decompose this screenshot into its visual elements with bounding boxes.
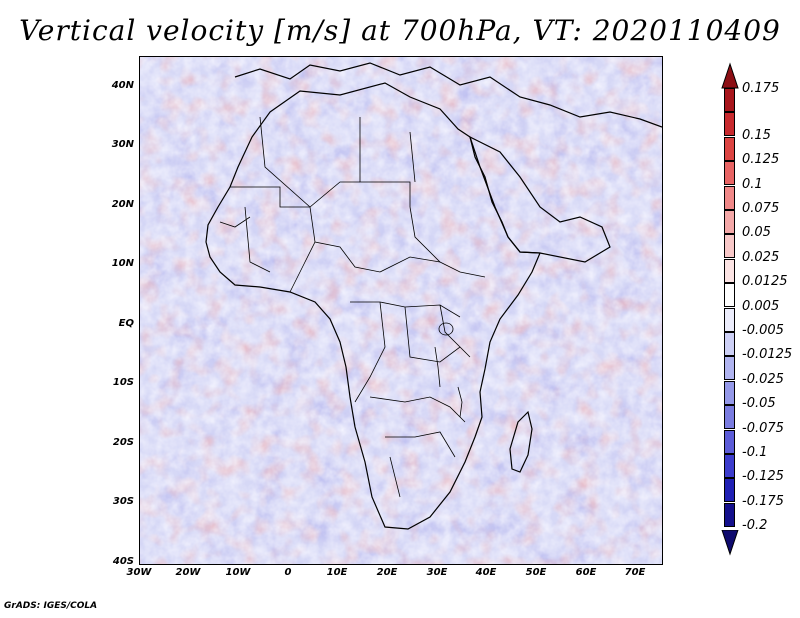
colorbar-label: 0.0125 [742,274,788,290]
colorbar-swatch [724,405,735,430]
colorbar-label: -0.1 [742,445,768,460]
colorbar-swatch [724,185,735,210]
lon-label-50e: 50E [525,567,547,578]
colorbar-swatch [724,429,735,454]
velocity-map [140,57,662,564]
lat-label-40n: 40N [111,80,134,91]
lon-label-10e: 10E [326,567,348,578]
lat-label-10s: 10S [112,377,134,388]
colorbar-swatch [724,478,735,503]
colorbar-swatch [724,258,735,283]
map-panel [139,56,663,565]
colorbar-label: 0.005 [742,298,780,314]
madagascar-outline [509,410,533,473]
colorbar-swatch [724,210,735,234]
africa-coastline [205,82,541,530]
colorbar-swatch [724,136,735,161]
colorbar-swatch [724,356,735,381]
lat-label-30s: 30S [112,496,134,507]
colorbar-top-arrow [721,62,739,89]
colorbar-swatch [724,502,735,527]
lake-tanganyika [434,346,441,388]
colorbar-label: 0.15 [742,127,771,143]
lon-label-10w: 10W [225,567,251,578]
lon-label-60e: 60E [575,567,597,578]
lat-label-20s: 20S [112,437,134,448]
lat-label-eq: EQ [118,318,134,329]
country-borders [219,116,486,498]
chart-title: Vertical velocity [m/s] at 700hPa, VT: 2… [19,14,781,47]
lon-label-20e: 20E [376,567,398,578]
colorbar-label: 0.125 [742,152,780,168]
lat-label-10n: 10N [111,258,134,269]
credit-text: GrADS: IGES/COLA [4,601,98,611]
arabia-outline [468,135,611,263]
lon-label-70e: 70E [624,567,646,578]
colorbar-swatch [724,234,735,259]
colorbar-swatch [724,332,735,356]
colorbar-swatch [724,161,735,186]
colorbar-label: -0.175 [742,493,784,509]
colorbar-label: -0.05 [742,396,776,412]
colorbar-label: 0.05 [742,225,771,241]
colorbar-label: -0.125 [742,469,784,485]
colorbar-swatch [724,283,735,308]
lon-label-20w: 20W [175,567,201,578]
colorbar-swatch [724,88,735,112]
lon-label-0: 0 [284,567,292,578]
colorbar-label: -0.2 [742,518,768,534]
colorbar-label: -0.025 [742,371,784,387]
noise-white [140,57,662,564]
colorbar-label: -0.005 [742,323,784,338]
north-coast [234,62,662,128]
colorbar-label: 0.075 [742,201,780,216]
lake-victoria [438,322,454,336]
lat-label-40s: 40S [112,556,134,567]
colorbar-label: -0.075 [742,420,784,436]
lake-malawi [457,386,463,418]
colorbar-label: 0.1 [742,176,763,192]
colorbar-swatch [724,454,735,478]
lat-label-20n: 20N [111,199,134,210]
lon-label-30e: 30E [426,567,448,578]
lat-label-30n: 30N [111,139,134,150]
colorbar-swatch [724,112,735,137]
colorbar-bottom-arrow [721,530,739,556]
lon-label-30w: 30W [126,567,152,578]
lon-label-40e: 40E [475,567,497,578]
colorbar-label: 0.025 [742,249,780,265]
colorbar-swatch [724,307,735,332]
colorbar-swatch [724,380,735,405]
colorbar-label: 0.175 [742,81,780,96]
colorbar-label: -0.0125 [742,347,793,363]
